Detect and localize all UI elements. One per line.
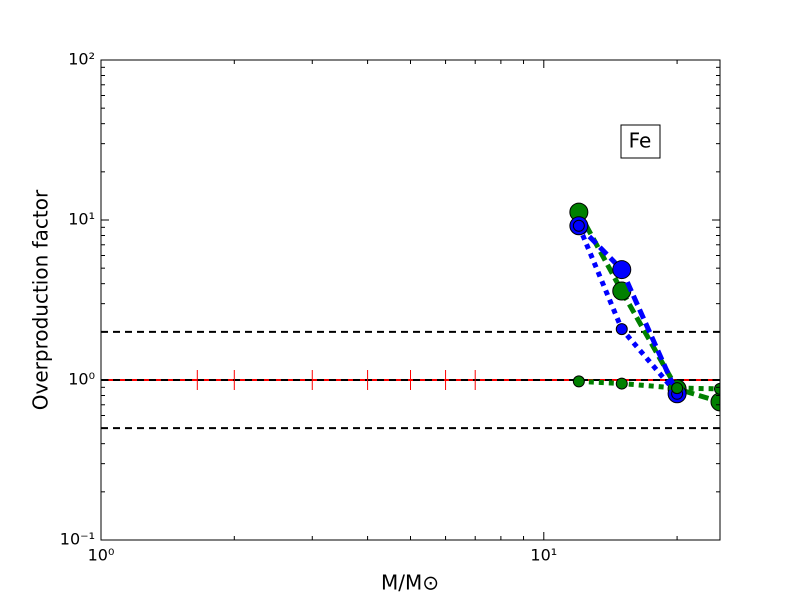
y-tick-label: 10² xyxy=(68,50,95,69)
marker xyxy=(714,382,720,395)
series-line xyxy=(578,378,720,392)
annotation: Fe xyxy=(629,129,652,153)
marker xyxy=(572,219,585,232)
marker xyxy=(615,377,628,390)
y-tick-label: 10⁻¹ xyxy=(60,530,95,549)
x-tick-label: 10¹ xyxy=(530,546,557,565)
x-tick-label: 10⁰ xyxy=(88,546,115,565)
plot-area xyxy=(101,202,720,430)
marker xyxy=(710,392,720,412)
marker xyxy=(612,260,632,280)
marker xyxy=(671,382,684,395)
annotation-box xyxy=(620,124,661,159)
y-axis-label: Overproduction factor xyxy=(29,189,53,410)
x-axis-label: M/M⊙ xyxy=(381,571,439,595)
y-tick-label: 10¹ xyxy=(68,210,95,229)
marker xyxy=(572,375,585,388)
y-tick-label: 10⁰ xyxy=(68,370,95,389)
marker xyxy=(615,323,628,336)
